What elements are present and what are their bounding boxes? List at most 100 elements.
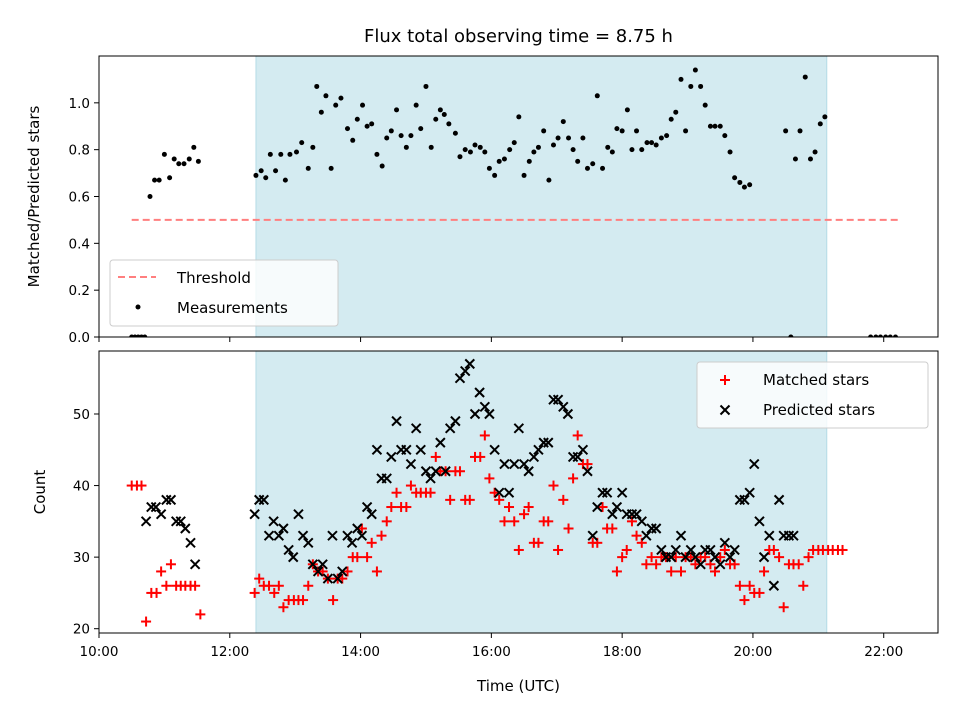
- predicted-star-stroke: [489, 444, 500, 455]
- predicted-star-stroke: [650, 523, 662, 534]
- matched-star-point: [837, 544, 848, 555]
- predicted-star-point: [293, 508, 304, 520]
- measurement-point: [741, 184, 747, 190]
- predicted-star-stroke: [533, 444, 544, 455]
- predicted-star-point: [680, 551, 691, 563]
- measurement-point: [822, 114, 828, 120]
- predicted-star-stroke: [548, 394, 559, 405]
- measurement-point: [732, 175, 738, 181]
- measurement-point: [877, 334, 883, 337]
- matched-star-point: [597, 502, 608, 513]
- matched-star-point: [523, 502, 534, 513]
- predicted-star-stroke: [695, 559, 706, 570]
- measurement-point: [594, 93, 600, 99]
- predicted-star-stroke: [146, 501, 157, 513]
- matched-star-point: [303, 580, 314, 591]
- measurement-point: [639, 147, 645, 153]
- measurement-point: [673, 109, 679, 115]
- predicted-star-stroke: [366, 508, 377, 520]
- matched-star-point: [376, 530, 387, 541]
- predicted-star-point: [631, 508, 642, 520]
- matched-star-point: [519, 509, 530, 520]
- predicted-star-point: [342, 530, 353, 541]
- measurement-point: [354, 116, 360, 122]
- matched-star-point: [430, 451, 441, 462]
- predicted-star-point: [391, 415, 402, 427]
- predicted-star-point: [567, 451, 579, 463]
- measurement-point: [658, 135, 664, 141]
- predicted-star-point: [322, 573, 334, 584]
- predicted-star-stroke: [249, 508, 260, 520]
- predicted-star-stroke: [371, 444, 383, 455]
- measurement-point: [531, 149, 537, 155]
- matched-star-point: [165, 559, 176, 570]
- predicted-star-stroke: [307, 559, 319, 570]
- measurement-point: [181, 161, 187, 167]
- matched-star-point: [454, 466, 465, 477]
- measurement-point: [273, 168, 279, 174]
- measurement-point: [570, 147, 576, 153]
- measurement-point: [892, 334, 898, 337]
- predicted-star-stroke: [352, 523, 363, 534]
- matched-star-point: [342, 566, 353, 577]
- measurement-point: [535, 144, 541, 150]
- predicted-star-point: [180, 523, 191, 534]
- predicted-star-stroke: [503, 487, 515, 498]
- predicted-star-point: [155, 508, 167, 520]
- predicted-star-point: [312, 566, 324, 577]
- matched-star-point: [793, 559, 804, 570]
- measurement-point: [428, 144, 434, 150]
- data-layer: [126, 358, 848, 627]
- legend-matched-label: Matched stars: [763, 371, 869, 389]
- predicted-star-point: [709, 551, 721, 563]
- predicted-star-stroke: [528, 451, 540, 463]
- predicted-star-stroke: [469, 408, 481, 420]
- predicted-star-point: [783, 530, 795, 541]
- measurement-point: [817, 121, 823, 127]
- predicted-star-stroke: [322, 573, 334, 584]
- predicted-star-point: [577, 444, 589, 455]
- predicted-star-point: [788, 530, 799, 541]
- predicted-star-point: [705, 544, 716, 556]
- measurement-point: [644, 140, 650, 146]
- y-tick-label: 30: [73, 550, 90, 566]
- predicted-star-point: [768, 580, 780, 591]
- predicted-star-point: [161, 494, 172, 506]
- matched-star-point: [328, 595, 339, 606]
- predicted-star-stroke: [724, 551, 736, 563]
- measurement-point: [609, 149, 615, 155]
- measurement-point: [802, 74, 808, 80]
- predicted-star-stroke: [680, 551, 691, 563]
- measurement-point: [634, 128, 640, 134]
- axes-frame: [98, 350, 939, 634]
- predicted-star-stroke: [258, 494, 269, 506]
- measurement-point: [287, 151, 293, 157]
- matched-star-point: [734, 580, 745, 591]
- measurement-point: [263, 175, 269, 181]
- predicted-star-stroke: [715, 559, 726, 570]
- predicted-star-stroke: [734, 494, 746, 506]
- measurement-point: [624, 107, 630, 113]
- predicted-star-point: [444, 423, 456, 434]
- predicted-star-point: [405, 458, 417, 470]
- predicted-star-point: [626, 508, 638, 520]
- predicted-star-point: [523, 466, 534, 477]
- y-tick-label: 20: [73, 622, 90, 638]
- measurement-point: [521, 172, 527, 178]
- predicted-star-stroke: [641, 530, 652, 541]
- matched-star-point: [371, 566, 382, 577]
- x-tick-label: 10:00: [80, 644, 119, 660]
- measurement-point: [418, 126, 424, 132]
- matched-star-point: [254, 573, 265, 584]
- predicted-star-stroke: [709, 551, 721, 563]
- predicted-star-point: [518, 458, 530, 470]
- measurement-point: [267, 151, 273, 157]
- measurement-point: [364, 123, 370, 129]
- measurement-point: [717, 123, 723, 129]
- predicted-star-point: [552, 394, 564, 405]
- measurement-point: [328, 165, 334, 171]
- measurement-point: [649, 140, 655, 146]
- predicted-star-stroke: [273, 530, 285, 541]
- predicted-star-stroke: [401, 444, 412, 455]
- measurement-point: [433, 116, 439, 122]
